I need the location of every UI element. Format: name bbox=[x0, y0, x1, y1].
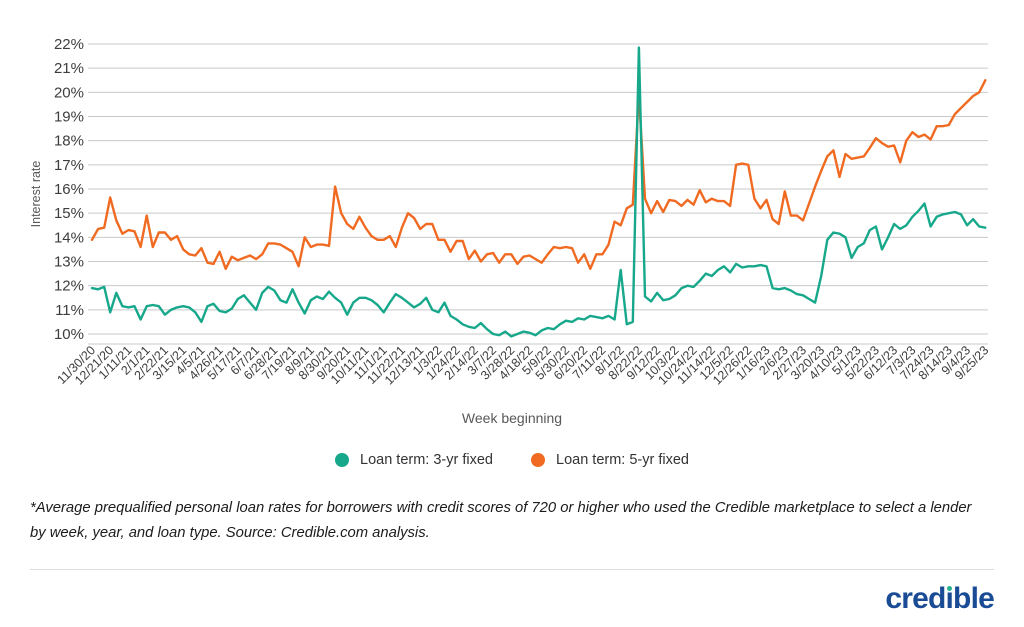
y-tick-label: 21% bbox=[54, 60, 84, 77]
x-tick-labels: 11/30/2012/21/201/11/212/1/212/22/213/15… bbox=[54, 343, 991, 387]
y-tick-label: 18% bbox=[54, 133, 84, 150]
legend-swatch-3yr-icon bbox=[335, 453, 350, 467]
logo-i-dot-icon bbox=[946, 585, 952, 591]
footer-divider bbox=[30, 569, 994, 570]
y-tick-label: 16% bbox=[54, 181, 84, 198]
credible-logo: credı ble bbox=[885, 582, 994, 616]
y-tick-label: 12% bbox=[54, 278, 84, 295]
series-line-5yr bbox=[90, 79, 987, 270]
gridlines bbox=[88, 43, 988, 345]
logo-text-prefix: cred bbox=[885, 582, 946, 615]
y-tick-labels: 10% 11% 12% 13% 14% 15% 16% 17% 18% 19% 20% 21% 22% bbox=[54, 36, 84, 343]
y-tick-label: 19% bbox=[54, 109, 84, 126]
legend-swatch-5yr-icon bbox=[531, 453, 545, 467]
y-axis-title: Interest rate bbox=[29, 161, 43, 228]
y-tick-label: 14% bbox=[54, 229, 84, 246]
legend-item-3yr: Loan term: 3-yr fixed bbox=[335, 452, 493, 468]
y-tick-label: 20% bbox=[54, 84, 84, 101]
chart-legend: Loan term: 3-yr fixed Loan term: 5-yr fi… bbox=[0, 452, 1024, 468]
series-line-3yr bbox=[90, 46, 987, 338]
y-tick-label: 10% bbox=[54, 326, 84, 343]
y-tick-label: 17% bbox=[54, 157, 84, 174]
y-tick-label: 13% bbox=[54, 254, 84, 271]
y-tick-label: 11% bbox=[55, 302, 84, 319]
logo-text-suffix: ble bbox=[953, 582, 995, 615]
series-lines bbox=[90, 46, 987, 338]
legend-label-5yr: Loan term: 5-yr fixed bbox=[556, 452, 689, 468]
interest-rate-line-chart: Interest rate 10% 11% 12% 13% 14% 15% 16% 17% 18… bbox=[29, 36, 991, 388]
x-axis-title: Week beginning bbox=[461, 410, 563, 426]
footnote: *Average prequalified personal loan rate… bbox=[30, 500, 972, 541]
y-tick-label: 15% bbox=[54, 205, 84, 222]
y-tick-label: 22% bbox=[54, 36, 84, 53]
legend-label-3yr: Loan term: 3-yr fixed bbox=[360, 452, 493, 468]
legend-item-5yr: Loan term: 5-yr fixed bbox=[531, 452, 689, 468]
logo-letter-i: ı bbox=[945, 582, 954, 615]
